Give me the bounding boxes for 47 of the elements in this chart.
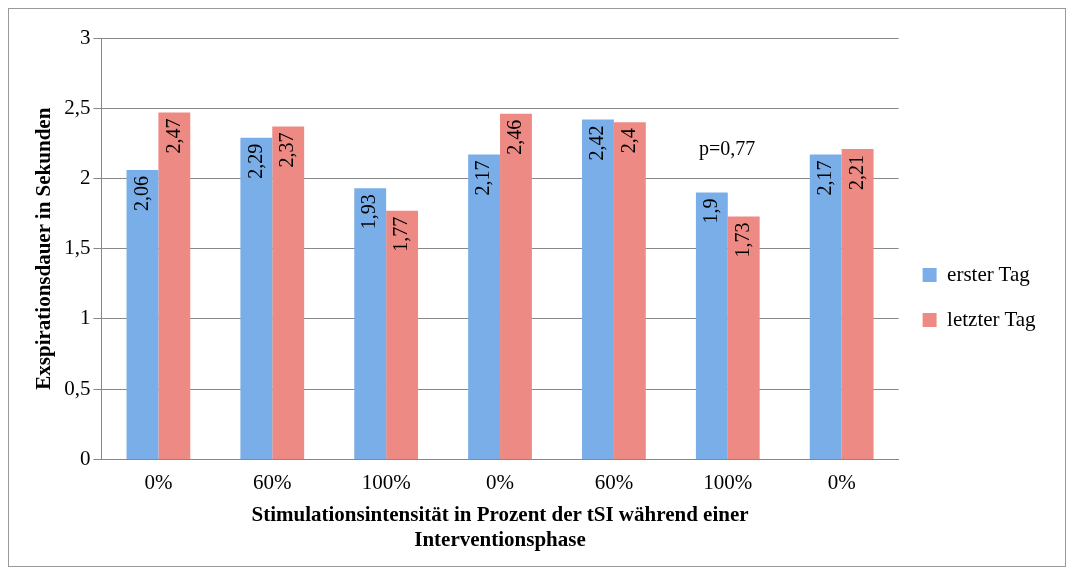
data-label: 1,77	[389, 216, 412, 252]
y-tick-label: 3	[79, 24, 91, 49]
bar	[582, 119, 614, 459]
y-axis-title: Exspirationsdauer in Sekunden	[31, 107, 56, 390]
y-tick-label: 2,5	[64, 94, 91, 119]
bar	[272, 126, 305, 459]
x-tick-label: 60%	[253, 469, 292, 494]
bar	[809, 154, 842, 459]
data-label: 2,17	[812, 160, 835, 196]
y-tick-label: 0	[79, 445, 91, 470]
y-tick-label: 0,5	[64, 375, 91, 400]
bar	[695, 192, 728, 459]
data-label: 1,93	[357, 194, 380, 230]
data-label: 2,42	[585, 125, 608, 161]
data-label: 2,21	[844, 154, 867, 190]
bar	[386, 210, 419, 459]
bar	[500, 113, 532, 459]
bar	[354, 188, 387, 459]
y-tick-label: 1	[79, 305, 91, 330]
x-axis-title: Stimulationsintensität in Prozent der tSI während einer Interventionsphase	[251, 501, 749, 551]
data-label: 2,29	[243, 143, 266, 179]
bar	[841, 148, 874, 459]
y-tick-label: 1,5	[64, 235, 91, 260]
bar	[468, 154, 501, 459]
x-tick-label: 100%	[361, 469, 411, 494]
annotation: p=0,77	[699, 136, 756, 160]
x-tick-label: 0%	[486, 469, 515, 494]
legend-label: erster Tag	[947, 261, 1031, 286]
data-label: 2,17	[471, 160, 494, 196]
x-tick-label: 60%	[594, 469, 634, 494]
data-label: 2,46	[503, 119, 526, 155]
data-label: 1,9	[699, 198, 722, 224]
bar	[126, 170, 159, 459]
bar	[158, 112, 191, 459]
data-label: 2,4	[617, 128, 640, 154]
data-label: 2,06	[129, 176, 152, 212]
bar	[727, 216, 760, 459]
data-label: 2,47	[161, 118, 184, 154]
bar	[240, 137, 273, 459]
data-label: 2,37	[275, 132, 298, 168]
data-label: 1,73	[730, 222, 753, 258]
bar	[613, 122, 646, 459]
legend-label: letzter Tag	[947, 306, 1037, 331]
x-tick-label: 100%	[703, 469, 753, 494]
y-tick-label: 2	[79, 164, 91, 189]
x-tick-label: 0%	[144, 469, 173, 494]
x-tick-label: 0%	[827, 469, 856, 494]
